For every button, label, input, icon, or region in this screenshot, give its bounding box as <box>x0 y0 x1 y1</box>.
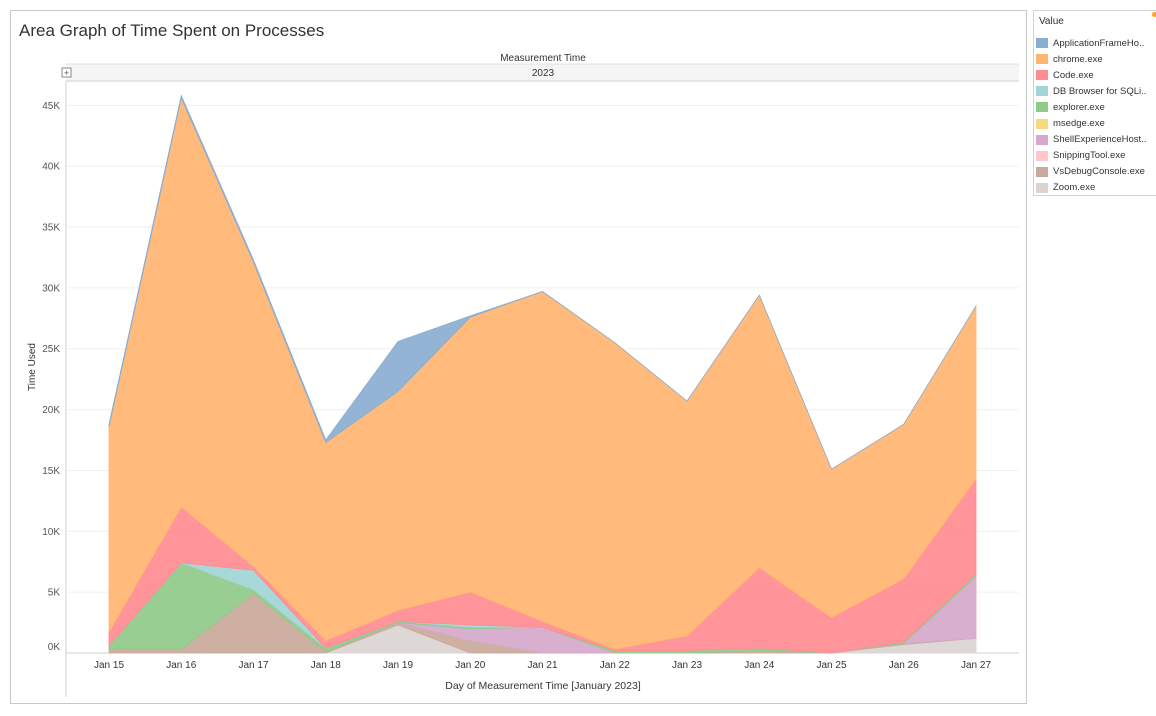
legend-label: Code.exe <box>1053 69 1094 81</box>
x-axis-title: Day of Measurement Time [January 2023] <box>445 680 641 692</box>
legend-label: VsDebugConsole.exe <box>1053 166 1145 178</box>
legend-label: DB Browser for SQLi.. <box>1053 85 1147 97</box>
x-tick-label: Jan 23 <box>672 660 702 671</box>
legend-label: SnippingTool.exe <box>1053 150 1126 162</box>
legend-item[interactable]: chrome.exe <box>1036 52 1156 66</box>
legend-item[interactable]: Zoom.exe <box>1036 181 1156 195</box>
y-tick-label: 15K <box>42 466 60 477</box>
expand-symbol: + <box>64 68 69 78</box>
legend-item[interactable]: ApplicationFrameHo.. <box>1036 36 1156 50</box>
legend-item[interactable]: ShellExperienceHost.. <box>1036 133 1156 147</box>
legend-menu-indicator[interactable] <box>1152 12 1156 17</box>
column-header-value: 2023 <box>532 68 555 79</box>
x-tick-label: Jan 26 <box>889 660 919 671</box>
x-tick-label: Jan 24 <box>744 660 774 671</box>
legend-label: ShellExperienceHost.. <box>1053 134 1147 146</box>
x-tick-label: Jan 16 <box>166 660 196 671</box>
legend-swatch <box>1036 54 1048 65</box>
y-tick-label: 0K <box>48 642 61 653</box>
y-axis-title: Time Used <box>27 343 38 391</box>
legend-swatch <box>1036 134 1048 145</box>
legend-label: ApplicationFrameHo.. <box>1053 37 1145 49</box>
legend-swatch <box>1036 150 1048 161</box>
x-tick-label: Jan 21 <box>527 660 557 671</box>
legend-item[interactable]: DB Browser for SQLi.. <box>1036 84 1156 98</box>
legend-item[interactable]: msedge.exe <box>1036 117 1156 131</box>
y-tick-label: 40K <box>42 162 60 173</box>
area-series <box>108 94 977 654</box>
legend-title: Value <box>1039 16 1064 27</box>
x-tick-label: Jan 17 <box>238 660 268 671</box>
legend-swatch <box>1036 86 1048 97</box>
legend-item[interactable]: Code.exe <box>1036 68 1156 82</box>
legend-item[interactable]: explorer.exe <box>1036 100 1156 114</box>
y-tick-label: 10K <box>42 527 60 538</box>
column-header-band <box>66 64 1019 81</box>
legend-label: explorer.exe <box>1053 101 1105 113</box>
legend-item[interactable]: VsDebugConsole.exe <box>1036 165 1156 179</box>
column-header-label: Measurement Time <box>500 53 586 64</box>
legend-swatch <box>1036 182 1048 193</box>
y-tick-labels: 0K 5K 10K 15K 20K 25K 30K 35K 40K 45K <box>42 101 60 653</box>
legend-label: chrome.exe <box>1053 53 1103 65</box>
x-tick-label: Jan 20 <box>455 660 485 671</box>
expand-header-button[interactable] <box>61 67 72 78</box>
legend-label: Zoom.exe <box>1053 182 1096 194</box>
legend-swatch <box>1036 166 1048 177</box>
y-tick-label: 30K <box>42 283 60 294</box>
legend-swatch <box>1036 70 1048 81</box>
x-tick-labels: Jan 15 Jan 16 Jan 17 Jan 18 Jan 19 Jan 20 Jan … <box>94 660 991 671</box>
legend: Value ApplicationFrameHo.. chrome.exe Code… <box>1033 10 1156 196</box>
legend-swatch <box>1036 38 1048 48</box>
y-tick-label: 5K <box>48 588 61 599</box>
y-tick-label: 20K <box>42 405 60 416</box>
x-tick-label: Jan 25 <box>816 660 846 671</box>
x-tick-label: Jan 27 <box>961 660 991 671</box>
x-tick-label: Jan 19 <box>383 660 413 671</box>
y-tick-label: 25K <box>42 344 60 355</box>
chart-title: Area Graph of Time Spent on Processes <box>19 21 325 40</box>
x-tick-label: Jan 18 <box>311 660 341 671</box>
legend-swatch <box>1036 102 1048 113</box>
legend-swatch <box>1036 118 1048 129</box>
legend-label: msedge.exe <box>1053 118 1105 129</box>
x-tick-label: Jan 22 <box>600 660 630 671</box>
x-tick-label: Jan 15 <box>94 660 124 671</box>
legend-item[interactable]: SnippingTool.exe <box>1036 149 1156 163</box>
y-tick-label: 45K <box>42 101 60 112</box>
area-applicationframeho[interactable] <box>108 94 977 470</box>
y-tick-label: 35K <box>42 223 60 234</box>
